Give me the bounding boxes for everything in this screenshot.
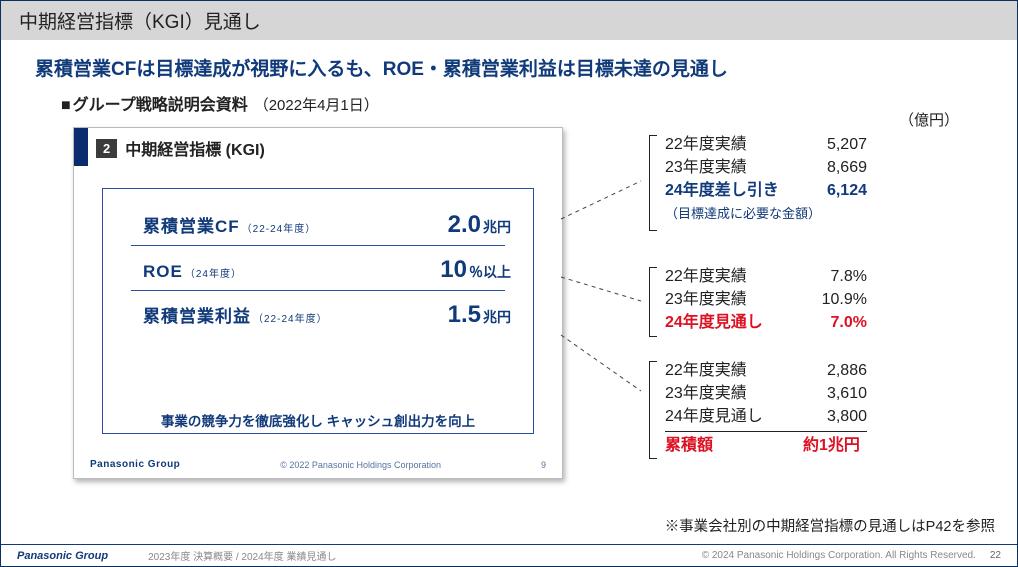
metric-value-num: 10 xyxy=(440,256,467,283)
row-value: 3,800 xyxy=(803,405,867,428)
footer-center: 2023年度 決算概要 / 2024年度 業績見通し xyxy=(148,548,336,563)
metric-name: ROE（24年度） xyxy=(143,262,242,282)
row-value: 5,207 xyxy=(803,133,867,156)
data-block-cf: 22年度実績 5,207 23年度実績 8,669 24年度差し引き 6,124 （目… xyxy=(665,133,867,222)
metric-value-unit: ％以上 xyxy=(469,264,511,280)
row-label: 24年度見通し xyxy=(665,405,785,428)
table-row: 22年度実績 7.8% xyxy=(665,265,867,288)
metric-name-text: 累積営業利益 xyxy=(143,307,251,326)
row-label: 23年度実績 xyxy=(665,156,785,179)
row-label: 22年度実績 xyxy=(665,359,785,382)
card-accent xyxy=(74,128,88,166)
subhead-text: グループ戦略説明会資料 xyxy=(73,91,248,115)
metric-period: （22-24年度） xyxy=(242,224,317,235)
metric-row-op: 累積営業利益（22-24年度） 1.5兆円 xyxy=(103,293,533,333)
metric-name: 累積営業利益（22-24年度） xyxy=(143,302,328,327)
row-value: 約1兆円 xyxy=(803,434,860,457)
row-label: 累積額 xyxy=(665,434,785,457)
subhead-date: （2022年4月1日） xyxy=(254,94,379,115)
card-title: 中期経営指標 (KGI) xyxy=(125,136,265,160)
row-value: 8,669 xyxy=(803,156,867,179)
row-label: 23年度実績 xyxy=(665,288,785,311)
metric-value: 2.0兆円 xyxy=(448,211,511,239)
embedded-slide-card: 2 中期経営指標 (KGI) 累積営業CF（22-24年度） 2.0兆円 ROE… xyxy=(73,127,563,479)
card-num-box: 2 xyxy=(96,139,117,158)
metric-name-text: ROE xyxy=(143,262,183,281)
slide: 中期経営指標（KGI）見通し 累積営業CFは目標達成が視野に入るも、ROE・累積… xyxy=(0,0,1018,567)
metric-value: 1.5兆円 xyxy=(448,301,511,329)
metric-period: （22-24年度） xyxy=(253,314,328,325)
card-page: 9 xyxy=(541,460,546,470)
headline: 累積営業CFは目標達成が視野に入るも、ROE・累積営業利益は目標未達の見通し xyxy=(1,40,1017,85)
bracket-icon xyxy=(649,267,657,337)
row-value: 10.9% xyxy=(803,288,867,311)
table-row: 22年度実績 2,886 xyxy=(665,359,867,382)
footer-page: 22 xyxy=(990,550,1001,561)
divider xyxy=(131,245,505,246)
table-row-highlight: 24年度差し引き 6,124 xyxy=(665,179,867,202)
metric-name: 累積営業CF（22-24年度） xyxy=(143,212,316,237)
title-bar: 中期経営指標（KGI）見通し xyxy=(1,1,1017,40)
footer-brand: Panasonic Group xyxy=(17,550,108,562)
metric-value: 10％以上 xyxy=(440,256,511,284)
bracket-icon xyxy=(649,361,657,459)
row-value: 7.8% xyxy=(803,265,867,288)
metric-value-num: 1.5 xyxy=(448,301,481,328)
table-row-sum: 累積額約1兆円 xyxy=(665,431,867,457)
card-head: 2 中期経営指標 (KGI) xyxy=(74,128,562,166)
note-text: （目標達成に必要な金額） xyxy=(665,203,867,222)
metric-value-num: 2.0 xyxy=(448,211,481,238)
bracket-icon xyxy=(649,135,657,231)
data-block-op: 22年度実績 2,886 23年度実績 3,610 24年度見通し 3,800 累積額… xyxy=(665,359,867,457)
data-block-roe: 22年度実績 7.8% 23年度実績 10.9% 24年度見通し 7.0% xyxy=(665,265,867,335)
metric-name-text: 累積営業CF xyxy=(143,217,240,236)
row-label: 22年度実績 xyxy=(665,133,785,156)
connector-line xyxy=(561,335,641,391)
table-row: 22年度実績 5,207 xyxy=(665,133,867,156)
row-value: 2,886 xyxy=(803,359,867,382)
metric-value-unit: 兆円 xyxy=(483,219,511,235)
metric-period: （24年度） xyxy=(185,269,242,280)
footer-copyright: © 2024 Panasonic Holdings Corporation. A… xyxy=(702,550,976,561)
card-brand: Panasonic Group xyxy=(90,459,180,470)
card-copyright: © 2022 Panasonic Holdings Corporation xyxy=(280,460,441,470)
slide-footer: Panasonic Group 2023年度 決算概要 / 2024年度 業績見… xyxy=(1,544,1017,566)
connector-line xyxy=(561,277,641,301)
metric-value-unit: 兆円 xyxy=(483,309,511,325)
row-label: 23年度実績 xyxy=(665,382,785,405)
subhead: ■ グループ戦略説明会資料 （2022年4月1日） xyxy=(1,85,1017,121)
row-label: 22年度実績 xyxy=(665,265,785,288)
table-row: 23年度実績 3,610 xyxy=(665,382,867,405)
card-body: 累積営業CF（22-24年度） 2.0兆円 ROE（24年度） 10％以上 xyxy=(102,188,534,434)
content-area: 2 中期経営指標 (KGI) 累積営業CF（22-24年度） 2.0兆円 ROE… xyxy=(1,121,1017,541)
card-caption: 事業の競争力を徹底強化し キャッシュ創出力を向上 xyxy=(74,410,562,430)
table-row: 24年度見通し 3,800 xyxy=(665,405,867,428)
metric-row-cf: 累積営業CF（22-24年度） 2.0兆円 xyxy=(103,203,533,243)
row-label: 24年度見通し xyxy=(665,311,785,334)
row-label: 24年度差し引き xyxy=(665,179,785,202)
row-value: 6,124 xyxy=(803,179,867,202)
bullet-icon: ■ xyxy=(61,97,71,115)
table-row: 23年度実績 8,669 xyxy=(665,156,867,179)
table-row-highlight: 24年度見通し 7.0% xyxy=(665,311,867,334)
metric-row-roe: ROE（24年度） 10％以上 xyxy=(103,248,533,288)
card-footer: Panasonic Group © 2022 Panasonic Holding… xyxy=(74,459,562,470)
row-value: 3,610 xyxy=(803,382,867,405)
row-value: 7.0% xyxy=(803,311,867,334)
table-row: 23年度実績 10.9% xyxy=(665,288,867,311)
connector-line xyxy=(561,181,641,219)
divider xyxy=(131,290,505,291)
foot-note: ※事業会社別の中期経営指標の見通しはP42を参照 xyxy=(665,515,995,536)
